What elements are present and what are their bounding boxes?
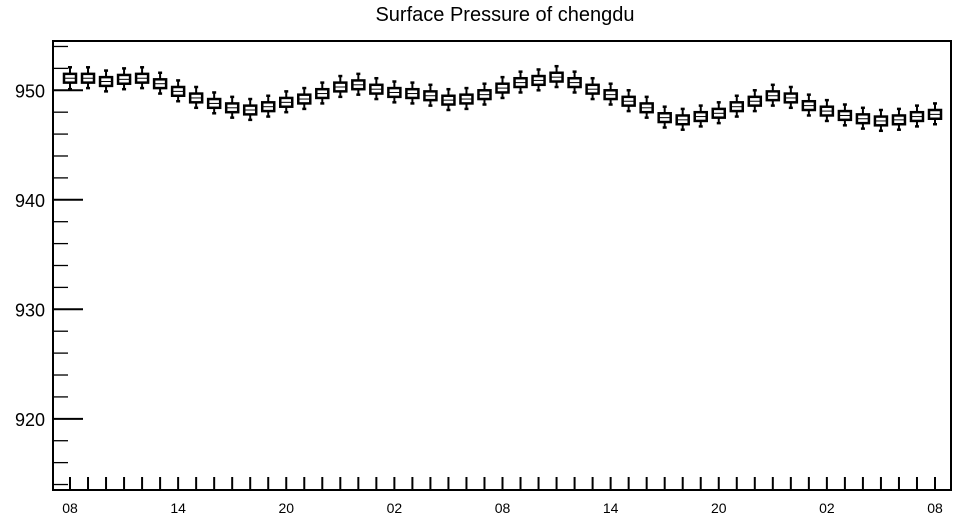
- box-item: [387, 80, 402, 104]
- box-item: [369, 76, 384, 101]
- box-item: [657, 105, 672, 129]
- box-item: [549, 64, 564, 89]
- box-item: [693, 104, 708, 128]
- x-tick-label: 02: [387, 500, 403, 516]
- x-axis: 08 14 20 02 08 14 20 02 08: [62, 477, 943, 516]
- box-item: [621, 89, 636, 113]
- box-item: [675, 107, 690, 131]
- box-item: [260, 94, 276, 118]
- box-item: [170, 79, 186, 103]
- box-item: [513, 70, 528, 94]
- box-item: [729, 94, 745, 118]
- box-item: [297, 86, 312, 111]
- y-tick-label: 930: [15, 300, 45, 320]
- box-item: [855, 106, 871, 130]
- y-tick-label: 920: [15, 410, 45, 430]
- plot-frame: [52, 40, 952, 491]
- box-item: [909, 104, 925, 128]
- box-item: [315, 81, 330, 105]
- chart-title: Surface Pressure of chengdu: [375, 4, 635, 26]
- box-item: [873, 108, 889, 133]
- box-item: [62, 66, 78, 91]
- box-item: [891, 107, 907, 131]
- box-item: [98, 69, 114, 93]
- x-tick-label: 20: [278, 500, 294, 516]
- box-item: [423, 83, 438, 107]
- box-series: [62, 64, 943, 133]
- box-item: [603, 82, 618, 106]
- box-item: [224, 95, 240, 119]
- box-item: [405, 81, 420, 105]
- box-item: [152, 71, 168, 95]
- box-item: [585, 76, 600, 101]
- box-item: [837, 103, 853, 127]
- x-tick-label: 20: [711, 500, 727, 516]
- box-item: [819, 98, 835, 123]
- box-item: [188, 85, 204, 110]
- box-item: [351, 72, 366, 96]
- x-tick-label: 08: [495, 500, 511, 516]
- box-item: [333, 74, 348, 99]
- box-item: [116, 67, 132, 91]
- box-item: [927, 102, 943, 126]
- box-item: [441, 87, 456, 112]
- box-item: [801, 93, 817, 117]
- x-tick-label: 02: [819, 500, 835, 516]
- y-axis: 920 930 940 950: [15, 45, 83, 486]
- box-item: [639, 95, 654, 119]
- x-tick-label: 08: [62, 500, 78, 516]
- x-tick-label: 08: [927, 500, 943, 516]
- box-item: [783, 85, 799, 110]
- box-item: [80, 66, 96, 90]
- box-item: [477, 82, 492, 106]
- box-item: [765, 83, 781, 107]
- box-item: [279, 90, 294, 114]
- x-tick-label: 14: [170, 500, 186, 516]
- box-item: [531, 68, 546, 92]
- box-item: [495, 75, 510, 100]
- x-tick-label: 14: [603, 500, 619, 516]
- box-item: [459, 86, 474, 111]
- box-item: [206, 91, 222, 115]
- box-item: [134, 66, 150, 90]
- y-tick-label: 950: [15, 81, 45, 101]
- y-tick-label: 940: [15, 191, 45, 211]
- box-item: [711, 101, 726, 125]
- box-item: [567, 70, 582, 94]
- box-item: [747, 89, 763, 113]
- box-item: [242, 97, 258, 122]
